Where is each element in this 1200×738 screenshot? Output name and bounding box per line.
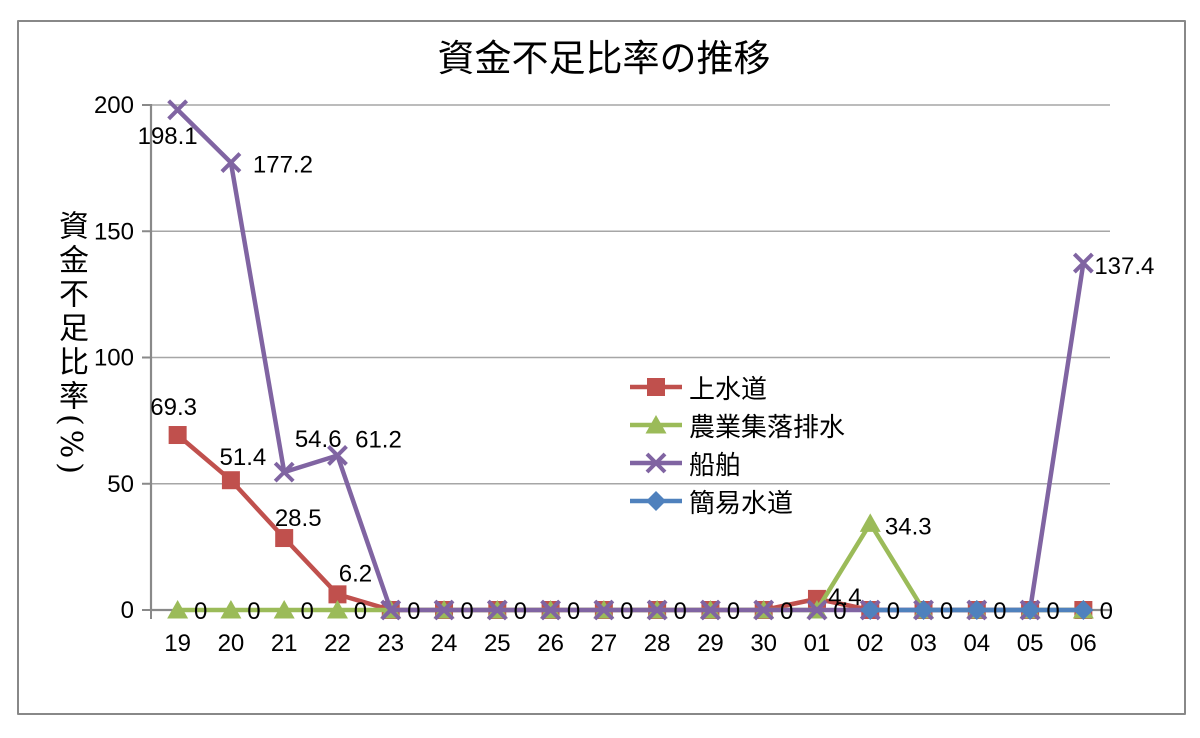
series-marker-kani-suido — [1020, 600, 1041, 620]
data-label-josuido: 69.3 — [150, 394, 197, 421]
data-label-josuido: 4.4 — [828, 584, 861, 611]
series-marker-senpaku — [433, 599, 455, 621]
data-label-zero: 0 — [620, 598, 633, 625]
data-label-senpaku: 54.6 — [295, 426, 342, 453]
data-label-zero: 0 — [940, 598, 953, 625]
x-label-25: 25 — [484, 630, 511, 657]
legend-item-senpaku: 船舶 — [630, 444, 845, 482]
series-marker-kani-suido — [1073, 600, 1094, 620]
legend-item-kani-suido: 簡易水道 — [630, 482, 845, 520]
data-label-zero: 0 — [460, 598, 473, 625]
series-marker-senpaku — [486, 599, 508, 621]
data-label-zero: 0 — [407, 598, 420, 625]
series-marker-josuido — [275, 529, 294, 548]
data-label-josuido: 6.2 — [339, 560, 372, 587]
series-marker-senpaku — [1072, 252, 1094, 274]
series-line-senpaku — [175, 107, 1086, 613]
y-tick-label-200: 200 — [94, 92, 134, 119]
data-label-josuido: 51.4 — [220, 444, 267, 471]
legend-label-senpaku: 船舶 — [689, 449, 742, 480]
legend-item-nogyo-shuraku-haisui: 農業集落排水 — [630, 406, 845, 444]
series-marker-kani-suido — [913, 600, 934, 620]
x-label-21: 21 — [271, 630, 298, 657]
series-marker-josuido — [168, 426, 187, 445]
data-label-zero: 0 — [514, 598, 527, 625]
x-label-27: 27 — [591, 630, 618, 657]
data-label-zero: 0 — [727, 598, 740, 625]
series-marker-senpaku — [327, 445, 348, 466]
series-marker-senpaku — [806, 599, 828, 621]
data-label-senpaku: 198.1 — [138, 123, 198, 150]
data-label-senpaku: 177.2 — [253, 152, 313, 179]
x-label-04: 04 — [963, 630, 990, 657]
series-marker-senpaku — [167, 99, 189, 121]
y-tick-label-100: 100 — [94, 345, 134, 372]
legend-marker-triangle-icon — [630, 415, 682, 434]
x-label-26: 26 — [537, 630, 564, 657]
x-label-20: 20 — [218, 630, 245, 657]
series-marker-nogyo-shuraku-haisui — [220, 600, 242, 619]
legend-label-kani-suido: 簡易水道 — [689, 487, 794, 518]
x-label-22: 22 — [324, 630, 351, 657]
series-marker-senpaku — [646, 599, 668, 621]
data-label-zero: 0 — [780, 598, 793, 625]
x-label-29: 29 — [697, 630, 724, 657]
data-label-zero: 0 — [673, 598, 686, 625]
data-label-zero: 0 — [887, 598, 900, 625]
y-tick-label-50: 50 — [107, 471, 134, 498]
x-label-19: 19 — [164, 630, 191, 657]
series-marker-josuido — [328, 585, 347, 604]
series-marker-senpaku — [700, 599, 721, 621]
x-label-02: 02 — [857, 630, 884, 657]
x-label-30: 30 — [750, 630, 777, 657]
data-label-zero: 0 — [993, 598, 1006, 625]
data-label-zero: 0 — [247, 598, 260, 625]
data-label-zero: 0 — [301, 598, 314, 625]
legend-label-nogyo-shuraku-haisui: 農業集落排水 — [689, 411, 846, 442]
series-marker-nogyo-shuraku-haisui — [326, 600, 348, 619]
data-label-zero: 0 — [1046, 598, 1059, 625]
series-marker-senpaku — [220, 152, 242, 173]
data-label-zero: 0 — [833, 598, 846, 625]
chart-title: 資金不足比率の推移 — [437, 37, 771, 80]
data-label-zero: 0 — [567, 598, 580, 625]
series-marker-senpaku — [380, 599, 402, 621]
series-marker-nogyo-shuraku-haisui — [167, 600, 189, 619]
legend-label-josuido: 上水道 — [689, 373, 768, 404]
series-marker-nogyo-shuraku-haisui — [273, 600, 295, 619]
legend-marker-square-icon — [630, 378, 682, 396]
y-tick-label-150: 150 — [94, 218, 134, 245]
data-label-senpaku: 61.2 — [355, 426, 402, 453]
series-marker-nogyo-shuraku-haisui — [859, 513, 881, 532]
x-label-01: 01 — [804, 630, 831, 657]
x-label-28: 28 — [644, 630, 671, 657]
x-label-24: 24 — [431, 630, 458, 657]
series-marker-senpaku — [753, 599, 775, 621]
legend-item-josuido: 上水道 — [630, 368, 845, 406]
data-label-zero: 0 — [354, 598, 367, 625]
y-axis-title: 資金不足比率(%) — [53, 210, 88, 478]
data-label-nogyo-shuraku-haisui: 34.3 — [885, 513, 932, 540]
data-label-zero: 0 — [194, 598, 207, 625]
x-label-23: 23 — [377, 630, 404, 657]
data-label-josuido: 28.5 — [275, 505, 322, 532]
series-marker-kani-suido — [860, 600, 881, 620]
x-label-05: 05 — [1017, 630, 1044, 657]
series-marker-kani-suido — [966, 600, 987, 620]
x-label-06: 06 — [1070, 630, 1097, 657]
data-label-senpaku: 137.4 — [1094, 253, 1154, 280]
legend-marker-x-icon — [630, 452, 682, 474]
y-tick-label-0: 0 — [121, 597, 134, 624]
x-label-03: 03 — [910, 630, 937, 657]
series-marker-senpaku — [540, 599, 561, 621]
legend-marker-diamond-icon — [630, 491, 682, 511]
series-marker-senpaku — [593, 599, 615, 621]
series-marker-josuido — [221, 471, 240, 490]
data-label-zero: 0 — [1100, 598, 1113, 625]
series-marker-senpaku — [273, 461, 295, 483]
legend: 上水道農業集落排水 船舶簡易水道 — [630, 368, 845, 520]
